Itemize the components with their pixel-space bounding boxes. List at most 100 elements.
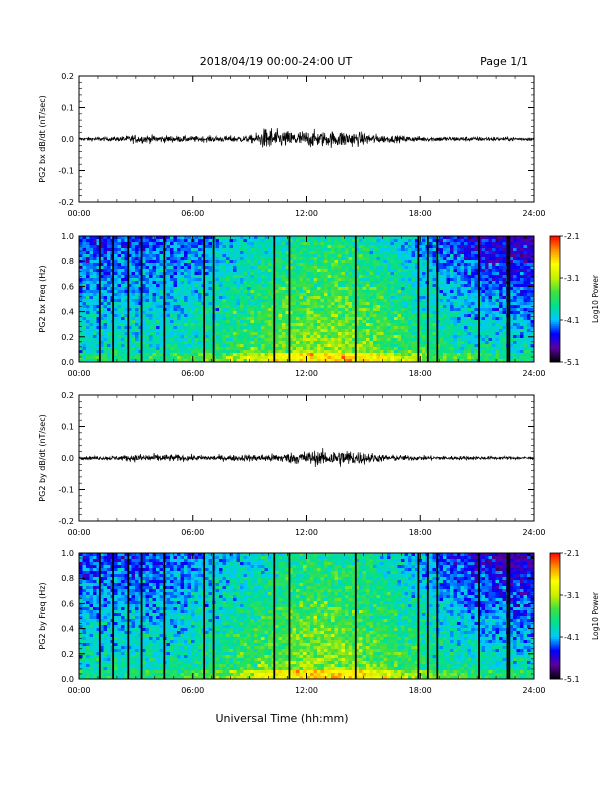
spectrogram-cell [244,329,248,332]
spectrogram-cell [261,320,265,323]
spectrogram-cell [457,320,461,323]
spectrogram-cell [216,335,220,338]
spectrogram-cell [422,293,426,296]
spectrogram-cell [321,347,325,350]
spectrogram-cell [450,323,454,326]
spectrogram-cell [384,350,388,353]
spectrogram-cell [380,299,384,302]
spectrogram-cell [450,287,454,290]
spectrogram-cell [233,320,237,323]
spectrogram-cell [93,293,97,296]
spectrogram-cell [233,290,237,293]
spectrogram-cell [282,338,286,341]
spectrogram-cell [342,236,346,239]
spectrogram-cell [324,254,328,257]
spectrogram-cell [244,314,248,317]
y-tick-label: -0.2 [58,198,74,207]
spectrogram-cell [240,317,244,320]
spectrogram-cell [366,242,370,245]
spectrogram-cell [300,272,304,275]
spectrogram-cell [135,281,139,284]
x-tick-label: 12:00 [295,209,318,218]
spectrogram-cell [240,278,244,281]
spectrogram-cell [268,344,272,347]
spectrogram-cell [268,326,272,329]
spectrogram-cell [471,242,475,245]
spectrogram-cell [132,251,136,254]
spectrogram-cell [370,293,374,296]
spectrogram-cell [237,344,241,347]
spectrogram-cell [188,245,192,248]
spectrogram-cell [342,266,346,269]
spectrogram-cell [300,344,304,347]
spectrogram-cell [398,335,402,338]
spectrogram-cell [156,326,160,329]
spectrogram-cell [296,320,300,323]
spectrogram-cell [380,335,384,338]
spectrogram-cell [191,302,195,305]
spectrogram-cell [377,332,381,335]
spectrogram-cell [335,242,339,245]
spectrogram-cell [429,344,433,347]
spectrogram-cell [181,281,185,284]
spectrogram-cell [156,263,160,266]
spectrogram-cell [377,254,381,257]
spectrogram-cell [363,338,367,341]
spectrogram-cell [268,341,272,344]
spectrogram-cell [258,269,262,272]
spectrogram-cell [468,296,472,299]
spectrogram-cell [107,326,111,329]
spectrogram-cell [468,245,472,248]
spectrogram-cell [471,356,475,359]
spectrogram-cell [408,326,412,329]
spectrogram-cell [303,347,307,350]
spectrogram-cell [219,278,223,281]
spectrogram-cell [454,356,458,359]
spectrogram-cell [261,356,265,359]
spectrogram-cell [328,302,332,305]
spectrogram-cell [464,239,468,242]
spectrogram-cell [118,353,122,356]
spectrogram-cell [237,263,241,266]
spectrogram-cell [174,347,178,350]
spectrogram-cell [167,248,171,251]
spectrogram-cell [184,314,188,317]
spectrogram-cell [293,320,297,323]
spectrogram-cell [429,275,433,278]
spectrogram-cell [153,338,157,341]
spectrogram-cell [216,329,220,332]
spectrogram-cell [177,311,181,314]
y-tick-label: 0.1 [61,104,74,113]
spectrogram-cell [233,251,237,254]
spectrogram-cell [401,290,405,293]
spectrogram-cell [447,281,451,284]
spectrogram-cell [254,254,258,257]
panel-bx-dbdt: PG2 bx dB/dt (nT/sec) 0.20.10.0-0.1-0.20… [38,72,546,218]
spectrogram-cell [433,356,437,359]
spectrogram-cell [258,287,262,290]
spectrogram-cell [328,356,332,359]
spectrogram-cell [156,356,160,359]
spectrogram-cell [349,269,353,272]
spectrogram-cell [233,302,237,305]
spectrogram-cell [391,239,395,242]
spectrogram-cell [160,332,164,335]
spectrogram-cell [79,239,83,242]
spectrogram-cell [254,326,258,329]
spectrogram-cell [268,269,272,272]
spectrogram-cell [324,263,328,266]
spectrogram-cell [240,335,244,338]
spectrogram-cell [461,251,465,254]
spectrogram-cell [265,356,269,359]
spectrogram-cell [146,266,150,269]
spectrogram-cell [328,353,332,356]
spectrogram-cell [83,350,87,353]
spectrogram-cell [398,296,402,299]
spectrogram-cell [468,257,472,260]
spectrogram-cell [387,353,391,356]
spectrogram-cell [83,236,87,239]
spectrogram-cell [412,236,416,239]
spectrogram-cell [443,254,447,257]
spectrogram-cell [349,290,353,293]
spectrogram-cell [331,260,335,263]
